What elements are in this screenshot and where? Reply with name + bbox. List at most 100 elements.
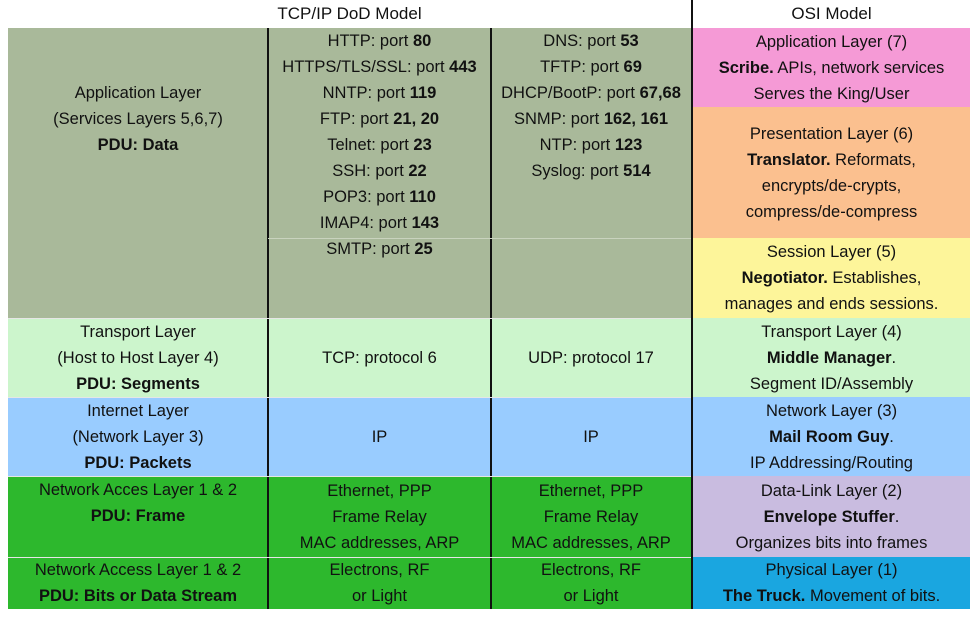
port-entry: SMTP: port 25 — [282, 236, 476, 262]
network-access-udp-line: Frame Relay — [543, 507, 639, 526]
port-number: 69 — [623, 58, 642, 76]
divider-line — [691, 0, 693, 609]
osi-datalink-layer: Data-Link Layer (2) Envelope Stuffer. Or… — [693, 476, 970, 557]
port-number: 110 — [409, 188, 436, 206]
tcpip-model-header: TCP/IP DoD Model — [277, 4, 422, 23]
osi-physical-layer: Physical Layer (1) The Truck. Movement o… — [693, 557, 970, 609]
physical-tcp-line: Electrons, RF — [329, 561, 430, 579]
internet-tcp-ip: IP — [371, 427, 388, 446]
row-separator — [268, 238, 691, 239]
network-access-tcp-line: Ethernet, PPP — [327, 481, 432, 500]
osi-network-title: Network Layer (3) — [765, 401, 898, 420]
port-label: HTTPS/TLS/SSL: port — [282, 58, 450, 76]
port-entry: FTP: port 21, 20 — [282, 106, 476, 132]
network-access-udp-line: Ethernet, PPP — [538, 481, 644, 500]
port-label: SMTP: port — [326, 240, 415, 258]
osi-session-layer: Session Layer (5) Negotiator. Establishe… — [693, 238, 970, 318]
transport-tcp-cell: TCP: protocol 6 — [268, 318, 491, 397]
physical-tcp-line: or Light — [351, 587, 408, 605]
application-layer-name: Application Layer — [74, 84, 202, 102]
network-access-tcp-cell: Ethernet, PPP Frame Relay MAC addresses,… — [268, 476, 491, 557]
osi-presentation-title: Presentation Layer (6) — [749, 124, 914, 143]
port-entry: SNMP: port 162, 161 — [501, 106, 681, 132]
osi-application-layer: Application Layer (7) Scribe. APIs, netw… — [693, 28, 970, 107]
osi-presentation-line: encrypts/de-crypts, — [761, 176, 902, 195]
osi-transport-layer: Transport Layer (4) Middle Manager. Segm… — [693, 318, 970, 397]
transport-layer-sub: (Host to Host Layer 4) — [57, 348, 219, 367]
network-access-bits-pdu: PDU: Bits or Data Stream — [38, 587, 238, 605]
network-access-frame-pdu: PDU: Frame — [90, 507, 186, 525]
osi-transport-title: Transport Layer (4) — [761, 322, 902, 341]
transport-layer-pdu: PDU: Segments — [76, 374, 200, 393]
transport-tcp-protocol: TCP: protocol 6 — [322, 348, 437, 367]
port-number: 119 — [409, 84, 437, 102]
physical-udp-line: Electrons, RF — [541, 561, 641, 579]
port-number: 67,68 — [639, 84, 681, 102]
port-entry: NTP: port 123 — [501, 132, 681, 158]
transport-layer-name: Transport Layer — [80, 322, 196, 341]
port-label: Telnet: port — [327, 136, 414, 154]
port-label: SNMP: port — [513, 110, 604, 128]
osi-datalink-title: Data-Link Layer (2) — [760, 481, 903, 500]
internet-layer-pdu: PDU: Packets — [84, 453, 192, 472]
network-access-tcp-line: MAC addresses, ARP — [299, 533, 460, 552]
internet-tcp-cell: IP — [268, 397, 491, 476]
internet-layer-cell: Internet Layer (Network Layer 3) PDU: Pa… — [8, 397, 268, 476]
osi-datalink-line: Organizes bits into frames — [735, 533, 928, 552]
physical-udp-line: or Light — [563, 587, 619, 605]
internet-layer-sub: (Network Layer 3) — [72, 427, 204, 446]
osi-network-layer: Network Layer (3) Mail Room Guy. IP Addr… — [693, 397, 970, 476]
row-separator — [8, 557, 691, 558]
port-label: IMAP4: port — [319, 214, 412, 232]
osi-session-line: manages and ends sessions. — [724, 295, 939, 313]
port-number: 53 — [620, 32, 639, 50]
port-entry: SSH: port 22 — [282, 158, 476, 184]
physical-tcp-cell: Electrons, RF or Light — [268, 557, 491, 609]
osi-application-desc: Scribe. APIs, network services — [718, 58, 945, 77]
port-number: 80 — [412, 32, 432, 50]
port-label: DHCP/BootP: port — [501, 84, 640, 102]
application-layer-sub: (Services Layers 5,6,7) — [53, 110, 223, 128]
transport-udp-cell: UDP: protocol 17 — [491, 318, 691, 397]
osi-model-header: OSI Model — [791, 4, 872, 23]
tcp-port-list: HTTP: port 80 HTTPS/TLS/SSL: port 443 NNTP… — [282, 28, 476, 262]
port-number: 23 — [413, 136, 432, 154]
port-number: 22 — [408, 162, 427, 180]
port-entry: POP3: port 110 — [282, 184, 476, 210]
port-number: 25 — [414, 240, 433, 258]
physical-udp-cell: Electrons, RF or Light — [491, 557, 691, 609]
port-number: 143 — [411, 214, 440, 232]
port-label: FTP: port — [319, 110, 394, 128]
port-number: 21, 20 — [393, 110, 440, 128]
port-number: 162, 161 — [603, 110, 669, 128]
internet-udp-ip: IP — [583, 427, 599, 446]
osi-physical-desc: The Truck. Movement of bits. — [722, 587, 941, 605]
osi-datalink-desc: Envelope Stuffer. — [763, 507, 900, 526]
port-label: NTP: port — [539, 136, 615, 154]
osi-application-line: Serves the King/User — [753, 84, 910, 103]
network-access-frame-name: Network Acces Layer 1 & 2 — [38, 481, 238, 499]
row-separator — [8, 476, 691, 477]
udp-port-list: DNS: port 53 TFTP: port 69 DHCP/BootP: por… — [501, 28, 681, 184]
port-number: 123 — [614, 136, 643, 154]
osi-network-line: IP Addressing/Routing — [750, 453, 913, 472]
osi-application-title: Application Layer (7) — [755, 32, 908, 51]
port-entry: IMAP4: port 143 — [282, 210, 476, 236]
network-access-udp-line: MAC addresses, ARP — [511, 533, 671, 552]
osi-network-desc: Mail Room Guy. — [769, 427, 894, 446]
row-separator — [8, 397, 691, 398]
port-label: DNS: port — [543, 32, 621, 50]
osi-presentation-layer: Presentation Layer (6) Translator. Refor… — [693, 107, 970, 238]
osi-session-desc: Negotiator. Establishes, — [741, 269, 922, 287]
internet-udp-cell: IP — [491, 397, 691, 476]
osi-transport-line: Segment ID/Assembly — [749, 374, 914, 393]
port-entry: Syslog: port 514 — [501, 158, 681, 184]
application-udp-ports-cell: DNS: port 53 TFTP: port 69 DHCP/BootP: por… — [491, 28, 691, 318]
network-access-frame-cell: Network Acces Layer 1 & 2 PDU: Frame — [8, 476, 268, 557]
port-label: HTTP: port — [327, 32, 413, 50]
application-layer-cell: Application Layer (Services Layers 5,6,7… — [8, 28, 268, 318]
port-entry: HTTPS/TLS/SSL: port 443 — [282, 54, 476, 80]
port-label: Syslog: port — [531, 162, 624, 180]
port-entry: HTTP: port 80 — [282, 28, 476, 54]
internet-layer-name: Internet Layer — [87, 401, 189, 420]
